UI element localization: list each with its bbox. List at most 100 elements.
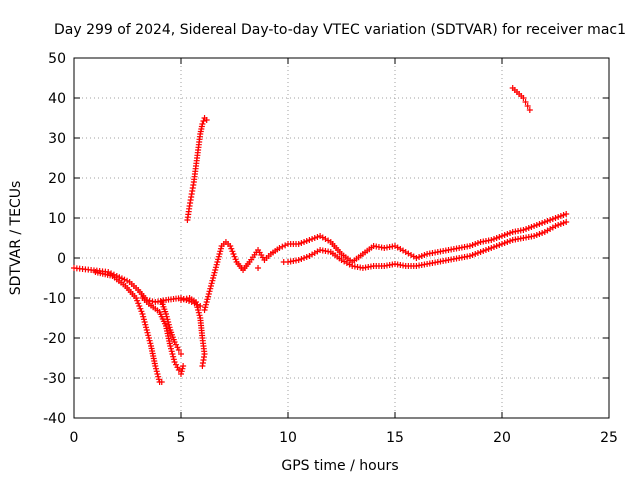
data-point-track-g bbox=[493, 235, 500, 241]
y-tick-label: -10 bbox=[43, 291, 66, 307]
y-tick-label: -30 bbox=[43, 371, 66, 387]
data-point-track-d bbox=[163, 311, 170, 317]
data-point-track-h bbox=[552, 223, 559, 229]
data-point-track-b bbox=[144, 329, 151, 336]
data-point-track-g bbox=[309, 236, 316, 242]
data-point-track-g bbox=[295, 241, 302, 247]
data-point-track-c bbox=[180, 363, 187, 369]
data-point-track-b bbox=[136, 303, 143, 309]
y-axis-ticks: -40 -30 -20 -10 0 10 20 30 40 50 bbox=[43, 51, 609, 427]
data-point-track-g bbox=[496, 234, 503, 240]
data-point-track-g bbox=[541, 219, 548, 225]
data-point-track-g bbox=[413, 255, 420, 261]
data-point-track-b bbox=[142, 321, 149, 328]
data-point-track-b bbox=[133, 295, 140, 301]
data-point-track-g bbox=[215, 256, 222, 263]
data-point-track-h bbox=[536, 231, 543, 237]
data-point-track-e bbox=[194, 304, 201, 311]
data-point-track-h bbox=[482, 247, 489, 253]
data-point-track-g bbox=[533, 222, 540, 228]
data-point-track-h bbox=[531, 233, 538, 239]
data-point-track-b bbox=[145, 335, 152, 341]
data-point-track-g bbox=[206, 288, 213, 295]
data-point-track-b bbox=[143, 324, 150, 331]
data-point-track-c bbox=[167, 343, 174, 349]
data-point-track-i bbox=[524, 103, 531, 109]
data-point-track-g bbox=[421, 252, 428, 258]
x-tick-label: 25 bbox=[600, 430, 618, 446]
data-point-track-g bbox=[205, 293, 212, 300]
data-point-outliers bbox=[255, 265, 262, 271]
data-point-track-b bbox=[134, 297, 141, 304]
data-point-track-g bbox=[536, 221, 543, 227]
data-point-track-b bbox=[141, 319, 148, 325]
data-point-track-h bbox=[557, 221, 564, 227]
data-point-track-g bbox=[563, 211, 570, 217]
data-point-track-h bbox=[496, 242, 503, 248]
data-point-track-g bbox=[469, 242, 476, 248]
data-point-track-g bbox=[217, 248, 224, 255]
data-point-track-h bbox=[560, 220, 567, 226]
data-points bbox=[71, 85, 570, 385]
data-point-track-g bbox=[276, 245, 283, 251]
data-point-track-f bbox=[203, 117, 210, 123]
data-point-track-g bbox=[418, 253, 425, 259]
data-point-track-g bbox=[282, 242, 289, 249]
data-point-track-g bbox=[507, 230, 514, 236]
x-axis-ticks: 0 5 10 15 20 25 bbox=[70, 58, 618, 446]
y-tick-label: 10 bbox=[48, 211, 66, 227]
data-point-track-c bbox=[179, 365, 186, 372]
data-point-track-a bbox=[149, 298, 156, 305]
data-point-track-e bbox=[195, 309, 202, 316]
data-point-track-a bbox=[146, 297, 153, 304]
y-tick-label: 0 bbox=[57, 251, 66, 267]
x-tick-label: 20 bbox=[493, 430, 511, 446]
data-point-track-g bbox=[501, 232, 508, 238]
data-point-track-b bbox=[158, 379, 165, 385]
y-axis-label: SDTVAR / TECUs bbox=[8, 181, 24, 296]
y-tick-label: 40 bbox=[48, 91, 66, 107]
data-point-track-e bbox=[193, 301, 200, 308]
data-point-track-c bbox=[169, 351, 176, 357]
data-point-track-g bbox=[230, 251, 237, 257]
data-point-track-d bbox=[175, 347, 182, 353]
data-point-track-b bbox=[143, 327, 150, 333]
data-point-track-h bbox=[480, 248, 487, 254]
y-tick-label: 20 bbox=[48, 171, 66, 187]
data-point-track-g bbox=[504, 231, 511, 237]
data-point-track-g bbox=[474, 240, 481, 246]
data-point-track-g bbox=[520, 227, 527, 233]
x-tick-label: 15 bbox=[386, 430, 404, 446]
data-point-track-g bbox=[202, 301, 209, 308]
data-point-track-g bbox=[207, 285, 214, 292]
data-point-track-g bbox=[499, 233, 505, 239]
data-point-track-h bbox=[533, 232, 540, 238]
data-point-track-g bbox=[306, 237, 313, 243]
data-point-track-g bbox=[488, 237, 495, 243]
data-point-track-g bbox=[214, 259, 221, 265]
data-point-track-g bbox=[303, 238, 310, 244]
data-point-track-h bbox=[469, 252, 476, 258]
data-point-track-c bbox=[178, 371, 184, 377]
data-point-track-c bbox=[178, 368, 185, 375]
data-point-track-a bbox=[105, 269, 112, 275]
data-point-track-d bbox=[166, 324, 173, 331]
data-point-track-g bbox=[539, 220, 546, 226]
data-point-track-g bbox=[279, 243, 286, 250]
data-point-track-b bbox=[155, 376, 162, 383]
data-point-track-g bbox=[205, 291, 212, 297]
data-point-track-g bbox=[301, 239, 308, 245]
data-point-track-h bbox=[295, 257, 302, 263]
data-point-track-g bbox=[490, 236, 497, 242]
data-point-track-g bbox=[555, 214, 562, 220]
data-point-track-e bbox=[199, 363, 206, 369]
data-point-track-b bbox=[140, 316, 147, 323]
data-point-track-g bbox=[311, 235, 318, 241]
data-point-track-g bbox=[202, 304, 209, 311]
data-point-track-g bbox=[523, 226, 530, 232]
data-point-track-g bbox=[210, 275, 217, 281]
data-point-track-g bbox=[298, 240, 305, 246]
data-point-track-g bbox=[547, 217, 554, 223]
data-point-track-d bbox=[163, 313, 170, 320]
